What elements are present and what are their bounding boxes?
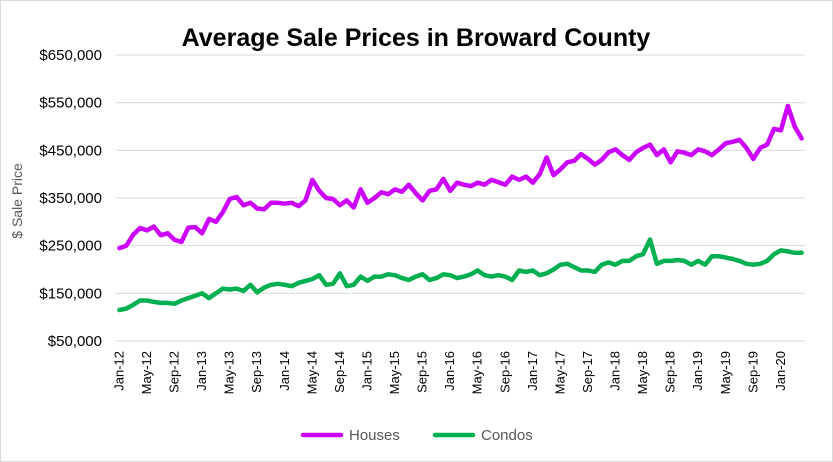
x-tick-label: Sep-19	[745, 351, 760, 393]
x-tick-label: Jan-15	[359, 351, 374, 391]
x-tick-label: May-16	[470, 351, 485, 394]
chart-title: Average Sale Prices in Broward County	[182, 24, 651, 52]
x-axis-ticks: Jan-12 May-12 Sep-12 Jan-13 May-13 Sep-13 Jan-…	[111, 351, 787, 394]
series-line-condos	[117, 237, 804, 313]
x-tick-label: Jan-18	[608, 351, 623, 391]
x-tick-label: Sep-18	[663, 351, 678, 393]
x-tick-label: May-14	[304, 351, 319, 394]
x-tick-label: Jan-16	[442, 351, 457, 391]
y-tick-label: $250,000	[39, 238, 102, 255]
x-tick-label: Jan-19	[690, 351, 705, 391]
x-tick-label: May-19	[718, 351, 733, 394]
series-line-houses	[117, 103, 804, 251]
y-tick-label: $550,000	[39, 95, 102, 112]
x-tick-label: May-15	[387, 351, 402, 394]
series-lines	[117, 103, 804, 313]
x-tick-label: May-17	[552, 351, 567, 394]
x-tick-label: Jan-20	[773, 351, 788, 391]
y-tick-label: $150,000	[39, 285, 102, 302]
x-tick-label: Sep-17	[580, 351, 595, 393]
y-axis-label: $ Sale Price	[9, 163, 25, 239]
x-tick-label: Jan-17	[525, 351, 540, 391]
x-tick-label: Sep-13	[249, 351, 264, 393]
y-tick-label: $350,000	[39, 190, 102, 207]
x-tick-label: May-13	[222, 351, 237, 394]
y-axis-ticks: $50,000 $150,000 $250,000 $350,000 $450,000 $…	[39, 47, 102, 350]
legend-label-condos: Condos	[481, 427, 533, 444]
x-tick-label: Sep-12	[167, 351, 182, 393]
y-tick-label: $50,000	[48, 333, 102, 350]
x-tick-label: Jan-13	[194, 351, 209, 391]
x-tick-label: Sep-15	[415, 351, 430, 393]
x-tick-label: Sep-14	[332, 351, 347, 393]
legend-label-houses: Houses	[349, 427, 400, 444]
x-tick-label: May-12	[139, 351, 154, 394]
gridlines	[116, 54, 805, 294]
y-tick-label: $450,000	[39, 142, 102, 159]
x-tick-label: May-18	[635, 351, 650, 394]
x-tick-label: Jan-12	[111, 351, 126, 391]
legend: Houses Condos	[300, 427, 533, 444]
y-tick-label: $650,000	[39, 47, 102, 64]
x-tick-label: Jan-14	[277, 351, 292, 391]
x-tick-label: Sep-16	[497, 351, 512, 393]
